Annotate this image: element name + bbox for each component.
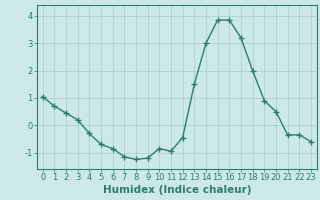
X-axis label: Humidex (Indice chaleur): Humidex (Indice chaleur) [102,185,251,195]
